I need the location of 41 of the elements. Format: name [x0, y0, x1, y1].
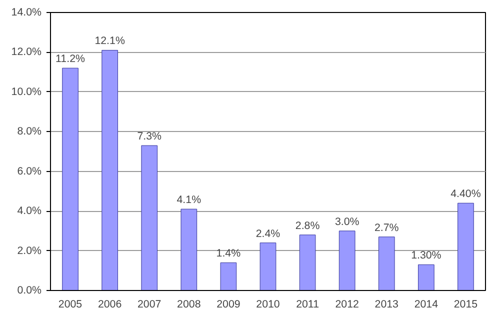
- y-tick-label: 8.0%: [17, 126, 42, 138]
- data-label: 1.30%: [411, 250, 442, 262]
- bar: [220, 262, 237, 290]
- x-tick-label: 2013: [374, 298, 399, 310]
- x-tick-label: 2010: [256, 298, 280, 310]
- y-tick-label: 6.0%: [17, 165, 42, 178]
- y-tick-label: 14.0%: [11, 6, 42, 18]
- data-label: 3.0%: [334, 216, 360, 228]
- data-label: 4.1%: [176, 194, 202, 206]
- data-label: 1.4%: [216, 248, 242, 260]
- bar: [62, 68, 78, 290]
- data-label: 11.2%: [56, 53, 86, 66]
- bar: [299, 234, 316, 290]
- x-tick-label: 2012: [335, 298, 360, 310]
- y-tick-label: 0.0%: [17, 284, 42, 296]
- x-tick-label: 2009: [216, 298, 240, 310]
- x-tick-label: 2006: [98, 298, 122, 310]
- data-label: 4.40%: [450, 188, 482, 200]
- y-tick-label: 12.0%: [11, 46, 42, 58]
- y-tick-label: 2.0%: [17, 244, 42, 257]
- bar: [260, 242, 276, 290]
- bar: [141, 145, 158, 290]
- data-label: 2.7%: [374, 222, 400, 234]
- x-tick-label: 2014: [414, 298, 438, 310]
- bar: [418, 264, 434, 290]
- data-label: 12.1%: [94, 35, 126, 48]
- data-label: 2.4%: [256, 228, 281, 240]
- x-tick-label: 2015: [454, 298, 478, 310]
- x-tick-label: 2011: [296, 298, 320, 310]
- y-tick-label: 10.0%: [11, 86, 42, 98]
- x-tick-label: 2005: [58, 298, 82, 310]
- data-label: 7.3%: [137, 130, 162, 143]
- x-tick-label: 2008: [177, 298, 201, 310]
- bar: [338, 230, 356, 290]
- bar: [102, 50, 118, 290]
- x-tick-label: 2007: [138, 298, 162, 310]
- data-label: 2.8%: [295, 220, 320, 232]
- bar: [180, 208, 198, 290]
- bar: [378, 236, 395, 290]
- y-tick-label: 4.0%: [17, 205, 42, 218]
- bar: [458, 202, 474, 290]
